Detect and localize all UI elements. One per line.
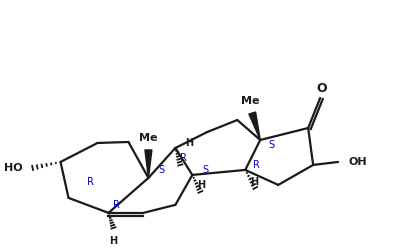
Text: OH: OH — [348, 157, 367, 167]
Text: R: R — [180, 153, 187, 163]
Polygon shape — [249, 112, 260, 140]
Text: R: R — [87, 177, 94, 187]
Text: Me: Me — [241, 96, 259, 106]
Text: S: S — [268, 140, 274, 150]
Text: R: R — [253, 160, 260, 170]
Text: H: H — [197, 180, 205, 190]
Text: Me: Me — [139, 133, 158, 143]
Text: R: R — [114, 200, 120, 210]
Text: S: S — [202, 165, 209, 175]
Text: HO: HO — [4, 163, 23, 173]
Text: S: S — [158, 165, 165, 175]
Polygon shape — [145, 150, 152, 178]
Text: O: O — [317, 82, 328, 95]
Text: H: H — [109, 236, 117, 246]
Text: H: H — [185, 138, 194, 148]
Text: H: H — [250, 177, 259, 187]
